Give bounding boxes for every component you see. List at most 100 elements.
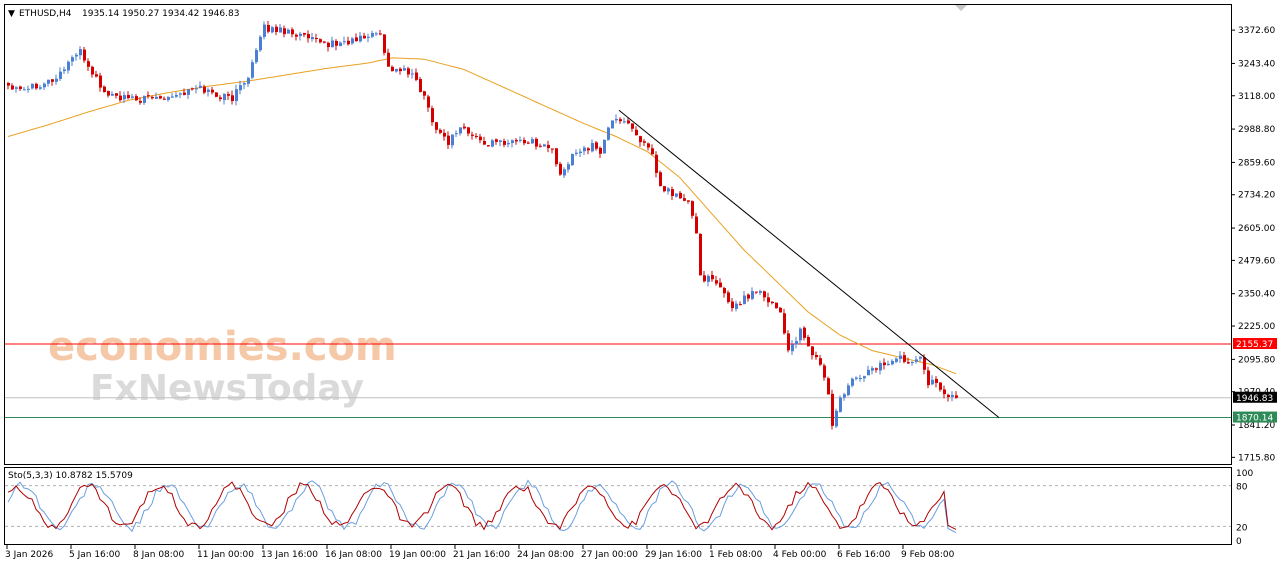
candle-body: [263, 24, 266, 37]
candle-body: [327, 42, 330, 48]
candle-body: [443, 132, 446, 137]
candle-body: [375, 33, 378, 35]
candle-body: [719, 282, 722, 288]
price-label-bg: [1233, 411, 1277, 423]
candle-body: [359, 35, 362, 42]
candle-body: [559, 163, 562, 175]
candle-body: [551, 148, 554, 150]
candle-body: [507, 142, 510, 145]
candle-body: [867, 369, 870, 376]
candle-body: [835, 410, 838, 427]
candle-body: [591, 143, 594, 152]
y-tick-label: 2605.00: [1238, 224, 1275, 234]
candle-body: [699, 234, 702, 276]
candle-body: [647, 143, 650, 148]
candle-body: [807, 336, 810, 347]
candle-body: [583, 147, 586, 152]
candle-body: [927, 370, 930, 386]
candle-body: [347, 40, 350, 45]
candle-body: [783, 313, 786, 334]
candle-body: [499, 140, 502, 142]
price-label-text: 2155.37: [1236, 340, 1273, 350]
candle-body: [151, 96, 154, 99]
candle-body: [295, 34, 298, 37]
candle-body: [427, 96, 430, 108]
candle-body: [203, 86, 206, 93]
candle-body: [183, 92, 186, 95]
candle-body: [939, 382, 942, 390]
candle-body: [235, 89, 238, 102]
candle-body: [11, 85, 14, 90]
candle-body: [251, 62, 254, 78]
candle-body: [451, 134, 454, 146]
trendline: [618, 109, 1000, 418]
scroll-marker-icon[interactable]: [955, 5, 967, 11]
horizontal-levels: [5, 343, 1231, 419]
y-tick-label: 3118.00: [1238, 92, 1275, 102]
candle-body: [703, 275, 706, 282]
x-tick-label: 4 Feb 00:00: [773, 550, 827, 560]
candle-body: [155, 96, 158, 99]
main-pane-border: [4, 4, 1232, 465]
stochastic-pane-border: [4, 467, 1232, 545]
candle-body: [915, 359, 918, 362]
candle-body: [15, 87, 18, 89]
candle-body: [19, 86, 22, 90]
candle-body: [891, 360, 894, 365]
candle-body: [355, 37, 358, 42]
candle-body: [103, 86, 106, 93]
candle-body: [303, 32, 306, 35]
header-arrow[interactable]: ▼: [8, 9, 15, 19]
candle-body: [147, 95, 150, 97]
candle-body: [823, 365, 826, 378]
candle-body: [311, 37, 314, 40]
candle-body: [339, 42, 342, 47]
candle-body: [239, 85, 242, 91]
candle-body: [47, 79, 50, 84]
candle-body: [859, 378, 862, 380]
candle-body: [711, 274, 714, 280]
candle-body: [467, 127, 470, 134]
candle-body: [371, 33, 374, 37]
x-axis-ticks: 3 Jan 2026 5 Jan 16:00 8 Jan 08:00 11 Jan 0…: [5, 545, 955, 560]
candle-body: [639, 136, 642, 143]
candle-body: [855, 377, 858, 379]
candle-body: [291, 29, 294, 35]
moving-average: [7, 57, 957, 375]
candle-body: [615, 118, 618, 121]
candle-body: [475, 135, 478, 137]
y-tick-label: 2859.60: [1238, 158, 1275, 168]
candle-body: [611, 120, 614, 129]
x-tick-label: 16 Jan 08:00: [325, 550, 382, 560]
candle-body: [363, 35, 366, 39]
candle-body: [199, 85, 202, 88]
watermark-fxnewstoday: FxNewsToday: [90, 368, 364, 409]
y-tick-label: 2225.00: [1238, 322, 1275, 332]
x-tick-label: 8 Jan 08:00: [133, 550, 185, 560]
candle-body: [535, 138, 538, 147]
candle-body: [619, 119, 622, 122]
candle-body: [935, 378, 938, 383]
candle-body: [763, 291, 766, 298]
candle-body: [739, 304, 742, 306]
candle-body: [283, 28, 286, 35]
candle-body: [23, 89, 26, 91]
stochastic-tick-label: 0: [1236, 537, 1242, 547]
candle-body: [851, 378, 854, 386]
candle-body: [623, 121, 626, 123]
candle-body: [843, 394, 846, 398]
candle-body: [459, 127, 462, 134]
candle-body: [715, 280, 718, 284]
candle-body: [111, 94, 114, 96]
candle-body: [243, 83, 246, 85]
candle-body: [887, 363, 890, 365]
candle-body: [523, 139, 526, 144]
candle-body: [247, 77, 250, 84]
candle-body: [751, 291, 754, 299]
candle-body: [655, 154, 658, 173]
candle-body: [519, 139, 522, 141]
candle-body: [351, 38, 354, 44]
candle-body: [759, 291, 762, 293]
